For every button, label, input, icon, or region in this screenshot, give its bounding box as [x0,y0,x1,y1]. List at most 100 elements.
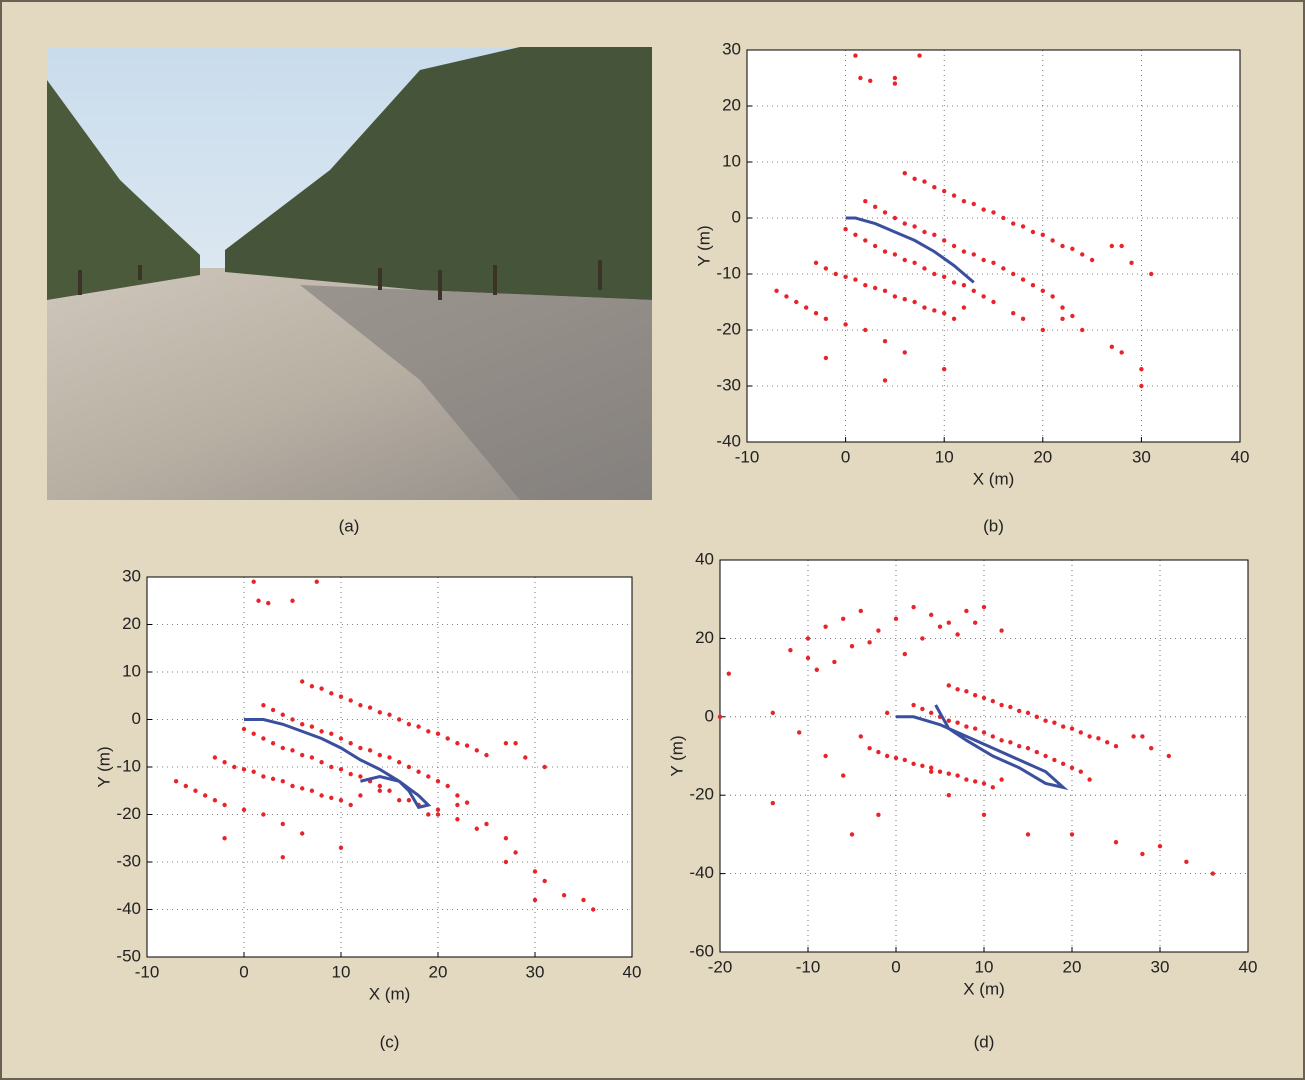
x-tick-label: 10 [935,447,954,466]
x-axis-label: X (m) [369,984,411,1003]
point [1061,724,1065,728]
point [1149,746,1153,750]
x-tick-label: 40 [1239,957,1258,976]
point [843,227,847,231]
point [834,272,838,276]
point [1119,350,1123,354]
point [222,803,226,807]
point [1008,740,1012,744]
point [281,746,285,750]
point [290,717,294,721]
point [982,730,986,734]
point [504,741,508,745]
x-tick-label: -10 [796,957,821,976]
point [1001,216,1005,220]
point [232,765,236,769]
point [1110,345,1114,349]
point [885,711,889,715]
point [1096,736,1100,740]
point [883,378,887,382]
point [397,798,401,802]
point [718,715,722,719]
point [387,789,391,793]
point [1052,758,1056,762]
point [1031,283,1035,287]
point [1079,730,1083,734]
point [947,621,951,625]
point [1011,272,1015,276]
point [893,76,897,80]
point [991,699,995,703]
point [1080,252,1084,256]
point [999,777,1003,781]
point [329,765,333,769]
point [929,711,933,715]
point [543,879,547,883]
point [911,605,915,609]
point [893,216,897,220]
point [300,753,304,757]
point [416,770,420,774]
point [867,746,871,750]
point [942,311,946,315]
point [319,729,323,733]
x-tick-label: 0 [891,957,900,976]
point [455,741,459,745]
x-tick-label: 20 [429,962,448,981]
point [832,660,836,664]
point [426,729,430,733]
point [184,784,188,788]
point [252,770,256,774]
point [1035,750,1039,754]
point [426,812,430,816]
point [962,249,966,253]
point [794,300,798,304]
x-tick-label: 20 [1033,447,1052,466]
point [973,726,977,730]
point [222,836,226,840]
point [922,305,926,309]
point [1211,871,1215,875]
point [964,777,968,781]
point [1114,840,1118,844]
point [290,748,294,752]
point [1026,711,1030,715]
point [368,705,372,709]
point [1021,224,1025,228]
point [387,713,391,717]
point [349,698,353,702]
point [850,832,854,836]
point [1035,715,1039,719]
point [1140,734,1144,738]
point [982,813,986,817]
point [465,743,469,747]
point [771,711,775,715]
point [339,695,343,699]
point [1110,244,1114,248]
point [1070,766,1074,770]
point [955,632,959,636]
point [1011,221,1015,225]
x-tick-label: 0 [841,447,850,466]
point [981,258,985,262]
point [426,774,430,778]
point [962,199,966,203]
point [883,249,887,253]
point [416,724,420,728]
point [942,189,946,193]
point [310,755,314,759]
point [222,760,226,764]
point [475,827,479,831]
y-tick-label: 40 [695,549,714,568]
point [1031,230,1035,234]
point [358,793,362,797]
point [922,179,926,183]
point [912,300,916,304]
point [991,210,995,214]
point [911,762,915,766]
point [952,317,956,321]
point [991,785,995,789]
point [407,765,411,769]
y-tick-label: -30 [716,375,741,394]
point [727,671,731,675]
